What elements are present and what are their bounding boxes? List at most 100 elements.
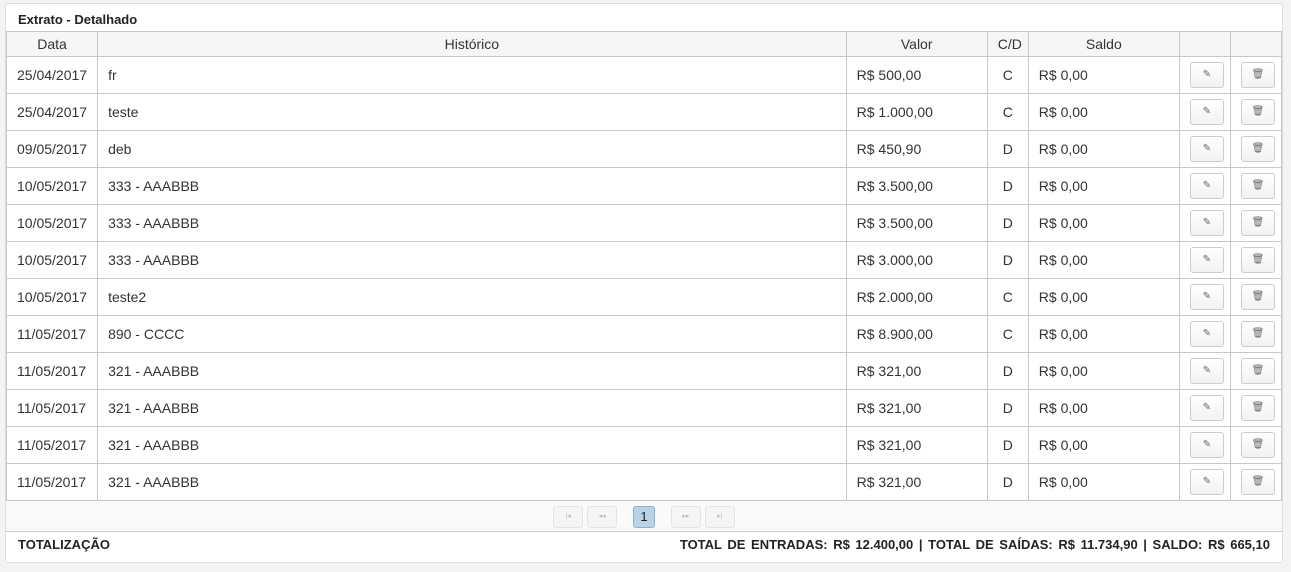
cell-delete: 🗑 — [1229, 352, 1283, 390]
cell-edit: ✎ — [1178, 278, 1231, 316]
edit-button[interactable]: ✎ — [1189, 62, 1224, 88]
edit-button[interactable]: ✎ — [1189, 321, 1224, 347]
cell-valor: R$ 3.500,00 — [845, 204, 988, 242]
cell-cd: D — [986, 352, 1029, 390]
edit-button[interactable]: ✎ — [1189, 358, 1224, 384]
table-row: 25/04/2017 fr R$ 500,00 C R$ 0,00 ✎ 🗑 — [5, 56, 1283, 94]
cell-delete: 🗑 — [1229, 56, 1283, 94]
cell-delete: 🗑 — [1229, 167, 1283, 205]
edit-button[interactable]: ✎ — [1189, 136, 1224, 162]
trash-icon: 🗑 — [1251, 217, 1265, 228]
delete-button[interactable]: 🗑 — [1240, 173, 1275, 199]
cell-valor: R$ 1.000,00 — [845, 93, 988, 131]
cell-historico: 321 - AAABBB — [97, 426, 847, 464]
cell-valor: R$ 2.000,00 — [845, 278, 988, 316]
cell-saldo: R$ 0,00 — [1027, 56, 1180, 94]
prev-page-button[interactable]: ◂◂ — [587, 506, 618, 528]
first-page-button[interactable]: |◂ — [553, 506, 584, 528]
cell-cd: D — [986, 204, 1029, 242]
delete-button[interactable]: 🗑 — [1240, 247, 1275, 273]
pencil-icon: ✎ — [1202, 291, 1212, 302]
pencil-icon: ✎ — [1202, 106, 1212, 117]
panel-title: Extrato - Detalhado — [18, 12, 138, 27]
cell-cd: C — [986, 93, 1029, 131]
delete-button[interactable]: 🗑 — [1240, 358, 1275, 384]
edit-button[interactable]: ✎ — [1189, 432, 1224, 458]
cell-edit: ✎ — [1178, 167, 1231, 205]
cell-data: 11/05/2017 — [5, 463, 99, 501]
edit-button[interactable]: ✎ — [1189, 284, 1224, 310]
delete-button[interactable]: 🗑 — [1240, 395, 1275, 421]
pencil-icon: ✎ — [1202, 254, 1212, 265]
delete-button[interactable]: 🗑 — [1240, 136, 1275, 162]
edit-button[interactable]: ✎ — [1189, 210, 1224, 236]
cell-data: 11/05/2017 — [5, 426, 99, 464]
cell-valor: R$ 3.000,00 — [845, 241, 988, 279]
cell-cd: D — [986, 130, 1029, 168]
trash-icon: 🗑 — [1251, 180, 1265, 191]
cell-historico: deb — [97, 130, 847, 168]
next-page-button[interactable]: ▸▸ — [670, 506, 701, 528]
edit-button[interactable]: ✎ — [1189, 99, 1224, 125]
extrato-table: Data Histórico Valor C/D Saldo 25/04/201… — [5, 31, 1283, 501]
cell-saldo: R$ 0,00 — [1027, 167, 1180, 205]
trash-icon: 🗑 — [1251, 143, 1265, 154]
cell-historico: 321 - AAABBB — [97, 463, 847, 501]
cell-valor: R$ 321,00 — [845, 426, 988, 464]
page-1-button[interactable]: 1 — [633, 506, 655, 528]
cell-data: 25/04/2017 — [5, 93, 99, 131]
delete-button[interactable]: 🗑 — [1240, 210, 1275, 236]
cell-data: 10/05/2017 — [5, 167, 99, 205]
pencil-icon: ✎ — [1202, 180, 1212, 191]
cell-cd: C — [986, 56, 1029, 94]
cell-edit: ✎ — [1178, 352, 1231, 390]
table-row: 10/05/2017 333 - AAABBB R$ 3.500,00 D R$… — [5, 167, 1283, 205]
edit-button[interactable]: ✎ — [1189, 469, 1224, 495]
cell-data: 10/05/2017 — [5, 204, 99, 242]
cell-saldo: R$ 0,00 — [1027, 463, 1180, 501]
table-row: 10/05/2017 333 - AAABBB R$ 3.500,00 D R$… — [5, 204, 1283, 242]
delete-button[interactable]: 🗑 — [1240, 321, 1275, 347]
cell-historico: 321 - AAABBB — [97, 389, 847, 427]
cell-edit: ✎ — [1178, 93, 1231, 131]
cell-historico: 333 - AAABBB — [97, 167, 847, 205]
cell-saldo: R$ 0,00 — [1027, 93, 1180, 131]
cell-edit: ✎ — [1178, 56, 1231, 94]
cell-saldo: R$ 0,00 — [1027, 204, 1180, 242]
cell-historico: 333 - AAABBB — [97, 204, 847, 242]
table-row: 10/05/2017 333 - AAABBB R$ 3.000,00 D R$… — [5, 241, 1283, 279]
cell-historico: 333 - AAABBB — [97, 241, 847, 279]
edit-button[interactable]: ✎ — [1189, 173, 1224, 199]
cell-valor: R$ 8.900,00 — [845, 315, 988, 353]
trash-icon: 🗑 — [1251, 106, 1265, 117]
col-valor: Valor — [845, 31, 988, 57]
cell-cd: C — [986, 278, 1029, 316]
table-row: 11/05/2017 321 - AAABBB R$ 321,00 D R$ 0… — [5, 352, 1283, 390]
cell-saldo: R$ 0,00 — [1027, 352, 1180, 390]
cell-data: 10/05/2017 — [5, 241, 99, 279]
last-page-button[interactable]: ▸| — [704, 506, 735, 528]
cell-delete: 🗑 — [1229, 426, 1283, 464]
delete-button[interactable]: 🗑 — [1240, 469, 1275, 495]
edit-button[interactable]: ✎ — [1189, 395, 1224, 421]
cell-edit: ✎ — [1178, 204, 1231, 242]
delete-button[interactable]: 🗑 — [1240, 99, 1275, 125]
delete-button[interactable]: 🗑 — [1240, 284, 1275, 310]
col-saldo: Saldo — [1027, 31, 1180, 57]
cell-data: 10/05/2017 — [5, 278, 99, 316]
cell-data: 09/05/2017 — [5, 130, 99, 168]
cell-edit: ✎ — [1178, 463, 1231, 501]
cell-saldo: R$ 0,00 — [1027, 130, 1180, 168]
delete-button[interactable]: 🗑 — [1240, 62, 1275, 88]
cell-delete: 🗑 — [1229, 204, 1283, 242]
table-row: 11/05/2017 890 - CCCC R$ 8.900,00 C R$ 0… — [5, 315, 1283, 353]
pencil-icon: ✎ — [1202, 143, 1212, 154]
totals-summary: TOTAL DE ENTRADAS: R$ 12.400,00 | TOTAL … — [679, 537, 1270, 552]
edit-button[interactable]: ✎ — [1189, 247, 1224, 273]
trash-icon: 🗑 — [1251, 328, 1265, 339]
delete-button[interactable]: 🗑 — [1240, 432, 1275, 458]
cell-data: 11/05/2017 — [5, 352, 99, 390]
col-delete — [1229, 31, 1283, 57]
cell-historico: 890 - CCCC — [97, 315, 847, 353]
cell-edit: ✎ — [1178, 389, 1231, 427]
